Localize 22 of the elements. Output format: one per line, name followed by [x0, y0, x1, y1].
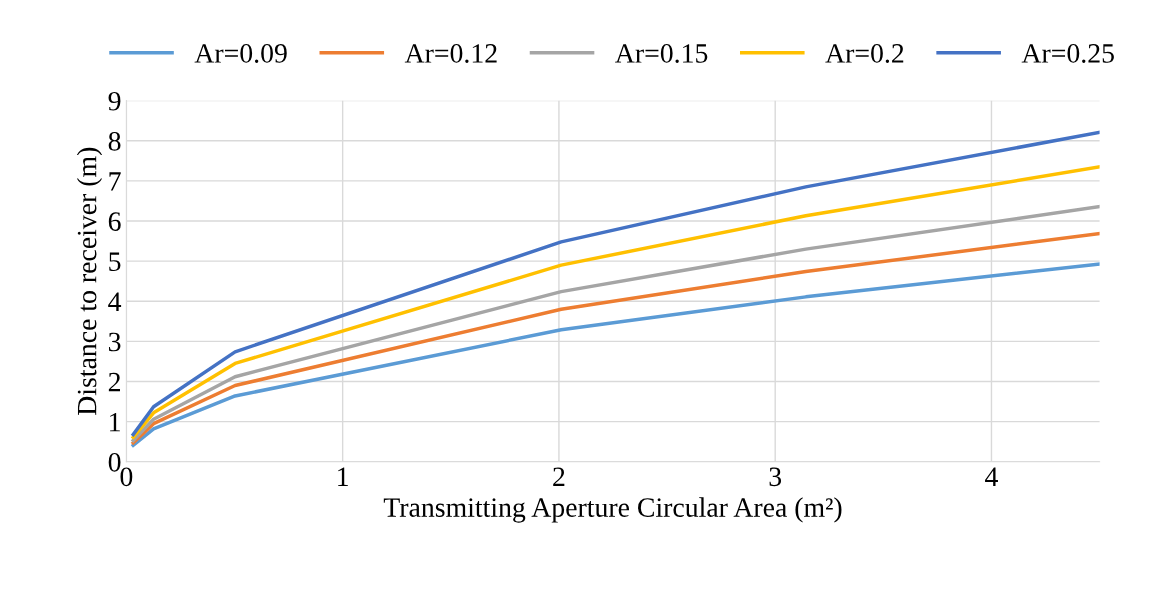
- y-tick-label: 5: [109, 252, 121, 272]
- legend-label: Ar=0.15: [615, 44, 708, 63]
- y-tick-label: 8: [108, 131, 121, 151]
- y-tick-label: 4: [108, 292, 122, 311]
- x-axis-title: Transmitting Aperture Circular Area (m²): [383, 497, 842, 523]
- y-tick-label: 2: [108, 372, 120, 392]
- y-tick-label: 3: [108, 332, 121, 352]
- x-tick-label: 2: [553, 467, 565, 486]
- y-tick-label: 6: [108, 212, 121, 231]
- legend-label: Ar=0.25: [1021, 44, 1114, 63]
- legend-label: Ar=0.12: [404, 44, 497, 63]
- y-tick-label: 1: [110, 412, 120, 432]
- y-axis-title: Distance to receiver (m): [76, 147, 103, 415]
- y-tick-label: 7: [109, 172, 121, 191]
- legend-label: Ar=0.09: [194, 44, 287, 63]
- legend-label: Ar=0.2: [825, 44, 904, 63]
- y-tick-label: 0: [108, 452, 121, 472]
- line-series: [131, 262, 1100, 448]
- x-tick-label: 3: [769, 467, 782, 487]
- x-tick-label: 1: [338, 467, 348, 486]
- x-tick-label: 4: [985, 467, 998, 486]
- y-tick-label: 9: [108, 91, 121, 111]
